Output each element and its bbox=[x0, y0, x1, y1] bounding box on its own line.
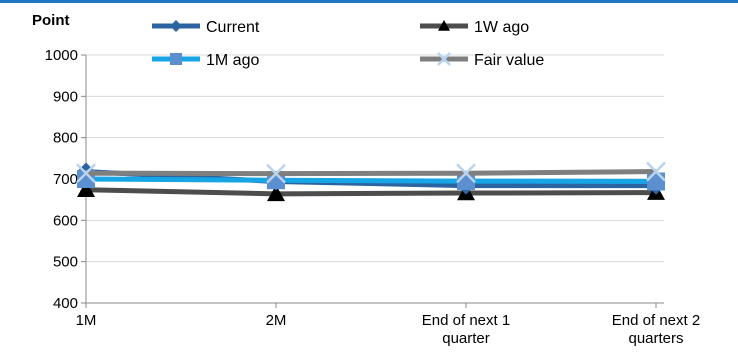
legend-label-1w-ago: 1W ago bbox=[474, 19, 529, 36]
x-tick-label-3: End of next 2 quarters bbox=[612, 312, 700, 347]
series-line-current bbox=[85, 169, 656, 189]
series-1w-ago bbox=[77, 180, 665, 202]
top-accent-bar bbox=[0, 0, 738, 3]
legend-item-1w-ago: 1W ago bbox=[420, 19, 529, 36]
point-1m-ago-3 bbox=[647, 172, 665, 191]
series-fair-value bbox=[76, 161, 666, 184]
point-fair-value-2 bbox=[456, 163, 476, 184]
gridlines bbox=[86, 54, 664, 263]
series-line-1m-ago bbox=[85, 176, 657, 184]
point-1w-ago-0 bbox=[77, 180, 95, 197]
legend-label-1m-ago: 1M ago bbox=[206, 52, 259, 69]
legend-label-current: Current bbox=[206, 19, 260, 36]
legend-item-current: Current bbox=[152, 19, 260, 36]
legend-marker-1m-ago bbox=[170, 53, 182, 65]
point-fair-value-1 bbox=[266, 163, 286, 184]
legend-label-fair-value: Fair value bbox=[474, 52, 544, 69]
point-fair-value-0 bbox=[76, 163, 96, 184]
point-1w-ago-1 bbox=[267, 184, 285, 202]
series-line-fair-value bbox=[85, 169, 657, 177]
y-tick-label-700: 700 bbox=[53, 171, 78, 188]
y-tick-labels: 400 500 600 700 800 900 1000 bbox=[45, 47, 78, 312]
series-line-1w-ago bbox=[85, 187, 657, 197]
point-fair-value-2-b bbox=[456, 163, 476, 184]
legend-item-1m-ago: 1M ago bbox=[152, 52, 259, 69]
x-tick-label-2: End of next 1 quarter bbox=[422, 312, 510, 347]
x-tick-label-1: 2M bbox=[266, 312, 287, 329]
x-tick-label-0: 1M bbox=[76, 312, 97, 329]
series-lines bbox=[76, 161, 666, 202]
legend-marker-current bbox=[170, 20, 182, 32]
legend-marker-1w-ago bbox=[438, 20, 450, 31]
y-tick-label-600: 600 bbox=[53, 212, 78, 229]
legend: Current 1W ago 1M ago Fair value bbox=[152, 19, 544, 69]
legend-marker-fair-value bbox=[437, 52, 451, 66]
point-fair-value-1-b bbox=[266, 163, 286, 184]
point-fair-value-3 bbox=[646, 161, 666, 182]
y-tick-label-800: 800 bbox=[53, 130, 78, 147]
y-unit-label: Point bbox=[32, 12, 70, 29]
y-tick-label-400: 400 bbox=[53, 295, 78, 312]
y-tick-label-900: 900 bbox=[53, 88, 78, 105]
legend-item-fair-value: Fair value bbox=[420, 52, 544, 69]
y-tick-label-1000: 1000 bbox=[45, 47, 78, 64]
x-tick-labels: 1M 2M End of next 1 quarter End of next 2 qua… bbox=[76, 312, 701, 347]
legend-marker-fair-value-b bbox=[437, 52, 451, 66]
point-fair-value-3-b bbox=[646, 161, 666, 182]
y-tick-label-500: 500 bbox=[53, 254, 78, 271]
point-fair-value-0-b bbox=[76, 163, 96, 184]
